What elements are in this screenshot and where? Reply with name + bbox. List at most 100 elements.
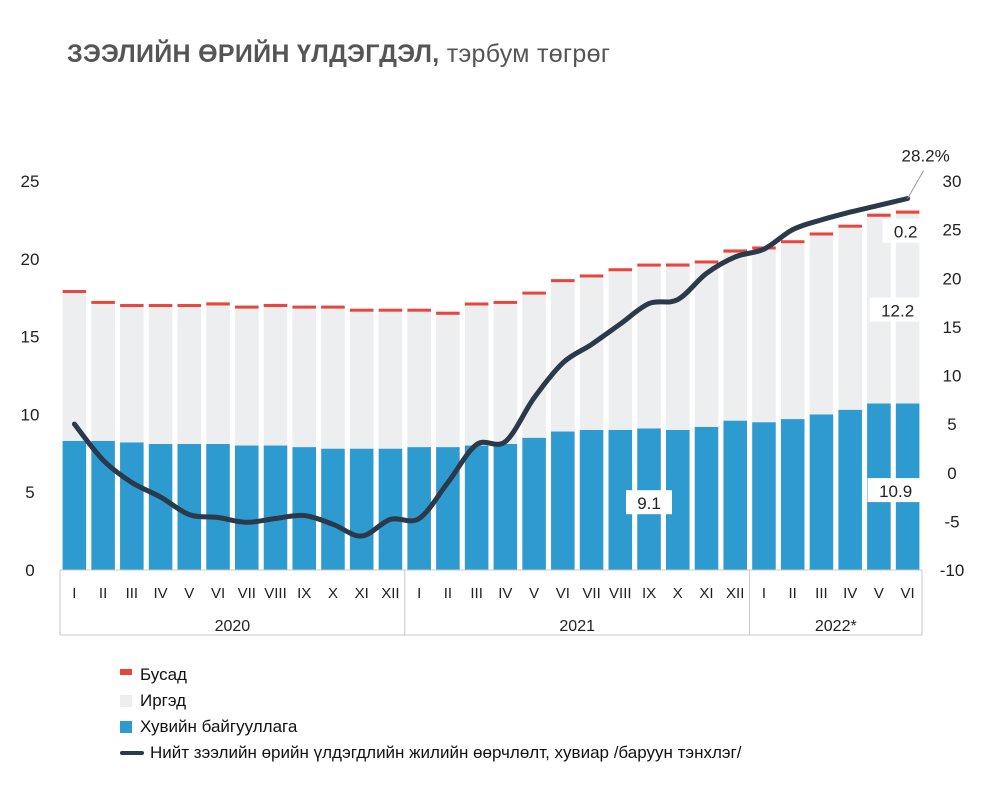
bar-other (637, 263, 661, 267)
bar-other (493, 300, 518, 304)
x-tick-label: VI (556, 585, 570, 602)
data-label-box (882, 218, 929, 243)
bar-individuals (263, 307, 288, 446)
bar-other (234, 305, 259, 309)
legend-label-other: Бусад (140, 665, 187, 684)
bar-individuals (464, 305, 489, 446)
x-tick-label: I (762, 585, 766, 602)
bar-individuals (694, 263, 719, 427)
x-group-label: 2022* (815, 618, 857, 635)
bar-other (723, 249, 748, 253)
chart-title: ЗЭЭЛИЙН ӨРИЙН ҮЛДЭГДЭЛ, тэрбум төгрөг (67, 40, 610, 69)
bar-individuals (522, 294, 546, 438)
bar-individuals (120, 307, 144, 443)
y-left-tick-label: 0 (25, 561, 34, 580)
bar-individuals (608, 271, 633, 430)
x-tick-label: X (673, 585, 683, 602)
data-label-individuals: 12.2 (881, 302, 914, 321)
bar-individuals (378, 311, 403, 449)
bar-other (349, 308, 374, 312)
bar-individuals (551, 282, 575, 432)
bar-enterprises (838, 409, 862, 570)
x-tick-label: III (126, 585, 139, 602)
chart-title-unit: тэрбум төгрөг (446, 40, 611, 68)
chart-title-main: ЗЭЭЛИЙН ӨРИЙН ҮЛДЭГДЭЛ, (67, 40, 440, 68)
bar-individuals (91, 303, 115, 441)
x-tick-label: II (99, 585, 107, 602)
y-left-tick-label: 25 (21, 172, 40, 191)
y-left-tick-label: 10 (21, 405, 40, 424)
bar-other (780, 240, 805, 244)
bar-other (436, 311, 460, 315)
x-tick-label: II (789, 585, 797, 602)
x-tick-label: V (874, 585, 884, 602)
bar-other (91, 300, 115, 304)
bar-individuals (637, 266, 661, 429)
bar-individuals (177, 307, 202, 444)
bar-enterprises (292, 447, 317, 570)
x-tick-label: IV (843, 585, 857, 602)
bar-individuals (407, 311, 431, 448)
x-tick-label: XI (699, 585, 713, 602)
bar-other (263, 303, 288, 308)
bar-individuals (206, 305, 230, 444)
bar-enterprises (608, 429, 633, 570)
legend-swatch-enterprises (120, 721, 132, 733)
x-tick-label: I (417, 585, 421, 602)
x-tick-label: III (470, 585, 483, 602)
bar-individuals (579, 277, 604, 430)
x-tick-label: VIII (264, 585, 287, 602)
bar-enterprises (809, 414, 834, 570)
data-label-box (867, 478, 924, 503)
x-tick-label: III (815, 585, 828, 602)
bar-individuals (780, 243, 805, 420)
bar-enterprises (234, 445, 259, 570)
bar-enterprises (579, 429, 604, 570)
legend: Бусад Иргэд Хувийн байгууллага Нийт зээл… (120, 662, 741, 766)
bar-enterprises (780, 419, 805, 570)
legend-swatch-growth (120, 751, 144, 755)
x-tick-label: IV (498, 585, 512, 602)
bar-enterprises (378, 448, 403, 570)
bar-other (378, 308, 403, 312)
bar-enterprises (321, 448, 345, 570)
x-group-label: 2020 (215, 618, 251, 635)
x-tick-label: II (444, 585, 452, 602)
bar-enterprises (91, 440, 115, 570)
y-right-tick-label: -5 (944, 512, 959, 531)
bar-other (895, 210, 920, 214)
bar-individuals (234, 308, 259, 446)
growth-line (71, 196, 911, 539)
x-tick-label: XII (726, 585, 744, 602)
bar-enterprises (148, 443, 173, 570)
bar-other (120, 304, 144, 308)
bar-individuals (436, 314, 460, 448)
bar-individuals (665, 266, 690, 430)
data-label-growth: 28.2% (902, 147, 950, 166)
y-right-tick-label: 15 (943, 318, 962, 337)
x-tick-label: VI (211, 585, 225, 602)
bar-enterprises (665, 429, 690, 570)
x-tick-label: IV (153, 585, 167, 602)
legend-swatch-other (120, 669, 132, 675)
bar-individuals (292, 308, 317, 448)
y-right-tick-label: 25 (943, 221, 962, 240)
bar-enterprises (464, 445, 489, 570)
y-right-tick-label: 0 (947, 464, 956, 483)
bar-other (579, 274, 604, 278)
data-label-enterprises: 10.9 (879, 482, 912, 501)
x-tick-label: VI (901, 585, 915, 602)
bar-enterprises (522, 437, 546, 570)
data-label-box (626, 490, 672, 515)
x-tick-label: V (184, 585, 194, 602)
y-right-tick-label: 20 (943, 269, 962, 288)
bar-other (608, 268, 633, 272)
y-right-tick-label: 10 (943, 367, 962, 386)
data-label-enterprises: 9.1 (637, 494, 661, 513)
x-tick-label: XI (355, 585, 369, 602)
bar-individuals (838, 227, 862, 410)
bar-enterprises (436, 447, 460, 570)
y-left-tick-label: 15 (21, 328, 40, 347)
bar-other (522, 291, 546, 295)
